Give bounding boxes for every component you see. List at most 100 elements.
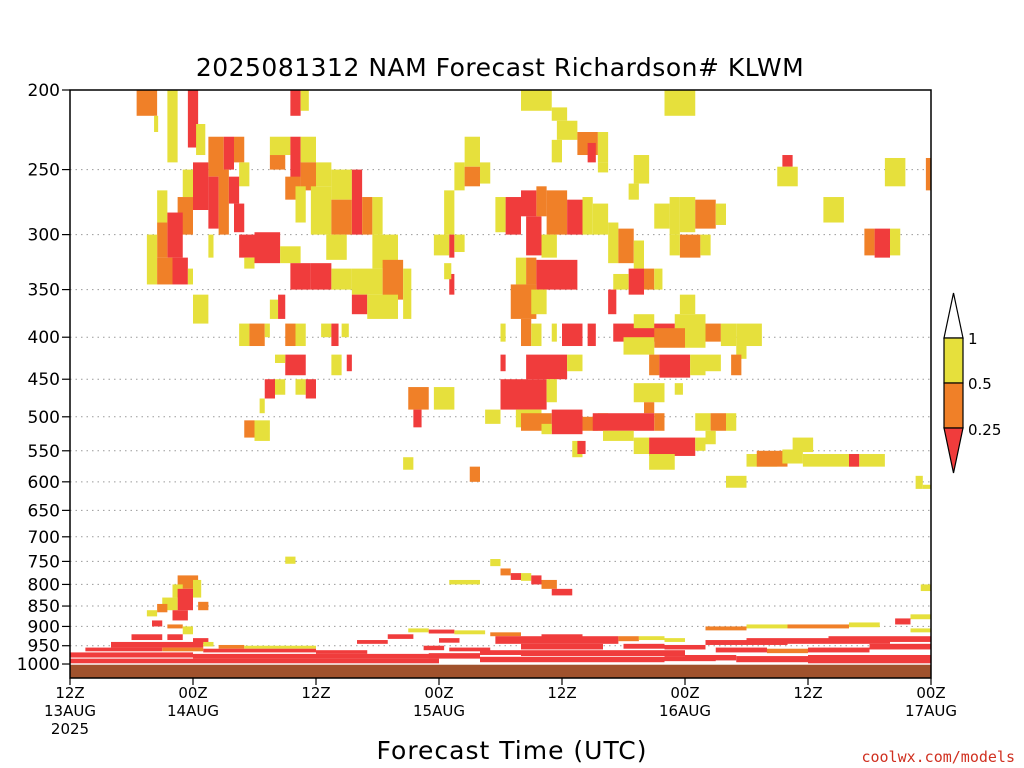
ri-cell [449, 273, 455, 295]
ri-cell [582, 636, 619, 644]
ri-cell [567, 354, 583, 372]
ri-cell [244, 420, 255, 438]
colorbar-orange [943, 382, 964, 429]
ri-cell [351, 169, 363, 235]
ri-cell [551, 588, 573, 596]
plot-frame [69, 89, 932, 679]
ri-cell [239, 234, 255, 258]
ri-cell [70, 658, 439, 664]
colorbar-legend: 1 0.5 0.25 [943, 292, 1001, 474]
colorbar-yellow [943, 337, 964, 384]
ri-cell [193, 653, 439, 659]
ri-cell [182, 169, 193, 198]
ri-cell [695, 413, 711, 431]
ri-cell [705, 626, 747, 631]
ri-cell [269, 155, 286, 170]
ri-cell [895, 618, 911, 625]
ri-cell [623, 643, 665, 649]
ri-cell [551, 139, 562, 163]
ri-cell [510, 573, 521, 580]
ri-cell [228, 176, 240, 204]
ri-cell [705, 323, 721, 342]
ri-cell [218, 644, 245, 649]
ground-surface [70, 664, 931, 678]
ri-cell [321, 323, 332, 338]
ri-cell [685, 330, 706, 348]
ri-cell [464, 136, 480, 167]
ri-cell [310, 263, 332, 290]
ri-cell [70, 652, 193, 658]
ri-cell [551, 323, 557, 342]
ri-cell [387, 634, 414, 639]
ri-cell [541, 634, 583, 644]
ri-cell [664, 644, 706, 650]
ri-cell [521, 643, 603, 650]
ri-cell [254, 232, 281, 264]
ri-cell [193, 638, 209, 644]
ri-cell [808, 654, 931, 664]
ri-cell [633, 314, 655, 329]
ri-cell [326, 234, 347, 260]
ri-cell [649, 354, 660, 376]
ri-cell [362, 197, 373, 235]
xtick-label: 17AUG [905, 702, 957, 720]
ri-cell [664, 638, 685, 642]
ri-cell [177, 588, 193, 611]
ri-cell [480, 656, 665, 663]
ri-cell [146, 234, 158, 285]
ri-cell [428, 629, 455, 634]
ri-cell [454, 162, 465, 191]
ri-cell [695, 199, 716, 229]
ri-cell [587, 142, 596, 163]
ri-cell [331, 323, 339, 347]
ri-cell [172, 610, 188, 621]
ri-cell [154, 115, 159, 133]
ri-cell [157, 257, 173, 285]
ri-cell [787, 638, 829, 644]
ri-cell [669, 197, 680, 235]
ytick-label-250: 250 [28, 161, 60, 181]
ri-cell [633, 155, 650, 184]
ri-cell [654, 328, 685, 348]
ri-cell [910, 614, 931, 620]
ri-cell [290, 90, 301, 116]
ri-cell [654, 203, 670, 229]
ytick-label-700: 700 [28, 528, 60, 548]
ri-cell [239, 162, 250, 187]
ri-cell [726, 413, 737, 431]
ri-cell [146, 610, 158, 617]
ri-cell [408, 387, 429, 410]
ri-cell [567, 199, 583, 235]
ri-cell [341, 323, 349, 338]
ytick-label-550: 550 [28, 442, 60, 462]
ri-cell [915, 475, 923, 489]
ri-cell [495, 197, 506, 233]
ri-cell [444, 263, 452, 280]
ri-cell [608, 222, 619, 264]
ytick-label-950: 950 [28, 637, 60, 657]
ri-cell [922, 484, 931, 489]
ri-cell [264, 323, 270, 338]
ri-cell [480, 650, 521, 655]
ri-cell [182, 626, 193, 635]
xtick-label: 12Z [793, 684, 822, 702]
ytick-label-600: 600 [28, 473, 60, 493]
ri-cell [290, 263, 311, 290]
ri-cell [521, 90, 552, 111]
ri-cell [515, 257, 527, 285]
ri-cell [700, 234, 711, 256]
ri-cell [490, 559, 501, 567]
ri-cell [275, 354, 286, 364]
ri-cell [244, 257, 255, 269]
ri-cell [167, 624, 183, 629]
ri-cell [633, 383, 665, 403]
ri-cell [187, 268, 193, 285]
ri-cell [792, 437, 814, 453]
ri-cell [234, 136, 245, 163]
ri-cell [285, 354, 306, 376]
ri-cell [638, 636, 665, 641]
pressure-axis: 200 250 300 350 400 450 500 550 600 650 700 750 8008… [17, 81, 70, 675]
ri-cell [679, 197, 696, 233]
ri-cell [423, 645, 445, 651]
